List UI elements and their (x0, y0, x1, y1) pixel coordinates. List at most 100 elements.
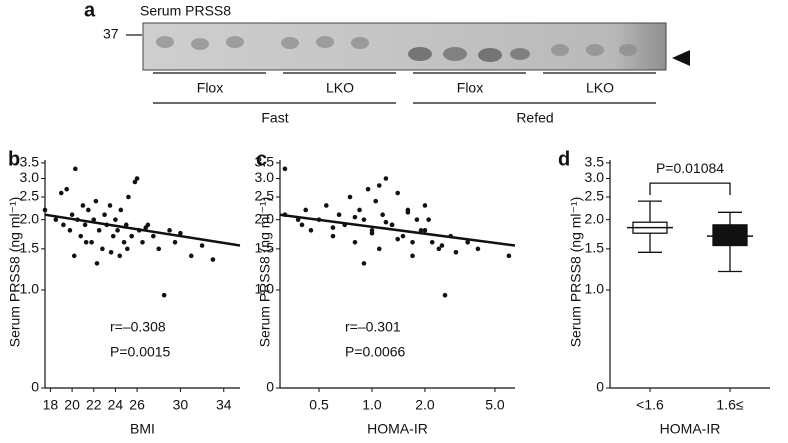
point (178, 230, 183, 236)
y-tick-label: 0 (31, 379, 39, 395)
point (400, 233, 406, 239)
point (108, 249, 114, 255)
point (53, 217, 59, 222)
point (365, 186, 371, 192)
annotation: P=0.0066 (345, 344, 406, 360)
point (376, 183, 382, 188)
point (475, 246, 481, 252)
point (156, 246, 162, 252)
blot-image (142, 22, 667, 71)
point (422, 228, 428, 233)
point (132, 179, 138, 185)
point (352, 240, 358, 245)
point (380, 212, 385, 218)
point (376, 246, 382, 252)
point (61, 222, 66, 228)
point (422, 203, 428, 208)
x-tick-label: 5.0 (485, 397, 505, 413)
panel-label: b (8, 148, 20, 170)
point (383, 176, 389, 181)
point (299, 222, 305, 228)
point (167, 228, 172, 233)
point (134, 176, 140, 181)
point (330, 225, 336, 230)
point (172, 240, 178, 245)
point (436, 246, 442, 252)
point (86, 207, 91, 213)
blot-panel: a Serum PRSS8 37 Flox LKO Flox LKO Fast … (84, 0, 690, 126)
point (115, 228, 120, 233)
point (282, 166, 288, 172)
y-tick-label: 0 (596, 379, 604, 395)
x-axis-label: HOMA-IR (367, 421, 428, 437)
point (80, 203, 86, 208)
x-tick-label: 2.0 (415, 397, 435, 413)
y-tick-label: 2.0 (255, 210, 275, 226)
y-tick-label: 2.0 (20, 210, 40, 226)
point (126, 194, 131, 200)
x-axis-label: BMI (130, 421, 155, 437)
point (64, 186, 69, 192)
annotation: P=0.0015 (110, 344, 171, 360)
y-tick-label: 2.5 (585, 188, 605, 204)
point (188, 253, 194, 259)
point (442, 292, 448, 298)
point (161, 292, 167, 298)
point (439, 243, 445, 248)
box (712, 224, 748, 247)
annotation: r=–0.301 (345, 319, 401, 335)
group-label: Flox (197, 80, 223, 96)
point (506, 253, 512, 259)
y-tick-label: 1.0 (585, 281, 605, 297)
point (93, 198, 99, 204)
point (123, 222, 129, 228)
point (69, 212, 75, 218)
point (121, 240, 127, 245)
point (330, 233, 336, 239)
point (102, 212, 107, 218)
point (383, 219, 389, 225)
point (73, 166, 78, 172)
annotation: r=–0.308 (110, 319, 166, 335)
significance-bracket (649, 182, 731, 196)
point (410, 253, 415, 259)
point (151, 233, 156, 239)
point (426, 217, 431, 222)
x-tick-label: 26 (129, 397, 145, 413)
x-tick-label: 20 (64, 397, 80, 413)
point (67, 228, 73, 233)
point (414, 217, 420, 222)
x-tick-label: 34 (216, 397, 232, 413)
y-tick-label: 1.0 (255, 281, 275, 297)
point (336, 212, 342, 218)
point (58, 190, 64, 196)
y-axis-label: Serum PRSS8 (ng ml⁻¹) (7, 197, 23, 348)
point (107, 203, 113, 208)
y-axis-label: Serum PRSS8 (ng ml⁻¹) (568, 197, 584, 348)
point (453, 249, 459, 255)
group-lines (153, 72, 656, 104)
y-tick-label: 0 (266, 379, 274, 395)
condition-label: Fast (261, 110, 288, 126)
y-tick-label: 3.0 (20, 169, 40, 185)
point (395, 190, 400, 196)
y-tick-label: 2.0 (585, 210, 605, 226)
point (110, 233, 116, 239)
point (117, 253, 123, 259)
fit-line (44, 213, 241, 247)
y-tick-label: 1.5 (20, 240, 40, 256)
y-tick-label: 3.0 (585, 169, 605, 185)
point (199, 243, 205, 248)
point (143, 225, 149, 230)
panel-label: c (256, 148, 267, 170)
point (118, 207, 124, 213)
group-label: Flox (457, 80, 483, 96)
x-tick-label: 30 (173, 397, 189, 413)
point (357, 207, 362, 213)
blot-title: Serum PRSS8 (140, 3, 231, 19)
y-tick-label: 1.5 (585, 240, 605, 256)
point (83, 240, 89, 245)
x-tick-label: <1.6 (636, 397, 664, 413)
x-tick-label: 0.5 (309, 397, 329, 413)
